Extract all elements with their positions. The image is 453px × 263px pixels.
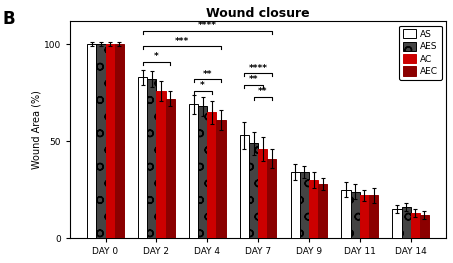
Bar — [249, 143, 258, 238]
Bar — [369, 195, 378, 238]
Bar — [115, 44, 124, 238]
Bar — [401, 207, 411, 238]
Bar — [165, 99, 175, 238]
Text: **: ** — [249, 75, 258, 84]
Bar — [392, 209, 401, 238]
Bar — [360, 195, 369, 238]
Title: Wound closure: Wound closure — [206, 7, 310, 20]
Bar — [207, 112, 217, 238]
Bar — [420, 215, 429, 238]
Text: **: ** — [202, 70, 212, 79]
Bar — [106, 44, 115, 238]
Bar — [300, 172, 309, 238]
Bar — [87, 44, 96, 238]
Bar — [138, 77, 147, 238]
Bar — [291, 172, 300, 238]
Bar — [342, 190, 351, 238]
Bar — [309, 180, 318, 238]
Bar — [258, 149, 267, 238]
Bar — [217, 120, 226, 238]
Text: ***: *** — [175, 37, 189, 46]
Bar — [198, 106, 207, 238]
Bar — [267, 159, 276, 238]
Y-axis label: Wound Area (%): Wound Area (%) — [31, 90, 41, 169]
Bar — [96, 44, 106, 238]
Text: ****: **** — [198, 21, 217, 30]
Text: *: * — [200, 81, 205, 90]
Bar — [318, 184, 327, 238]
Bar — [240, 135, 249, 238]
Text: *: * — [154, 52, 159, 61]
Bar — [351, 191, 360, 238]
Text: ****: **** — [249, 64, 268, 73]
Legend: AS, AES, AC, AEC: AS, AES, AC, AEC — [399, 26, 442, 80]
Bar — [411, 213, 420, 238]
Bar — [156, 91, 165, 238]
Bar — [147, 79, 156, 238]
Text: B: B — [2, 10, 15, 28]
Bar — [189, 104, 198, 238]
Text: **: ** — [258, 87, 267, 96]
